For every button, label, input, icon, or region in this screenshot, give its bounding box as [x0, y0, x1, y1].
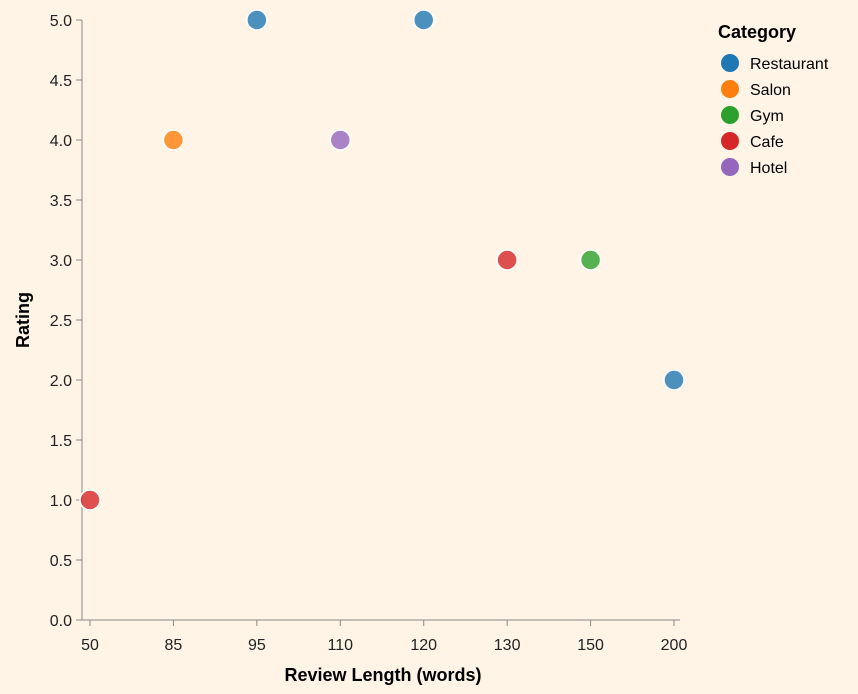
legend-swatch-hotel	[721, 158, 739, 176]
y-tick-label: 4.0	[50, 133, 72, 150]
y-tick-label: 0.5	[50, 553, 72, 570]
data-point-restaurant	[246, 9, 268, 31]
legend-label-gym: Gym	[750, 108, 784, 125]
y-tick-label: 5.0	[50, 13, 72, 30]
y-tick-label: 2.0	[50, 373, 72, 390]
y-tick-label: 0.0	[50, 613, 72, 630]
data-point-hotel	[329, 129, 352, 151]
x-axis-title: Review Length (words)	[284, 665, 481, 685]
x-tick-label: 110	[328, 637, 354, 654]
legend-label-cafe: Cafe	[750, 134, 784, 151]
y-tick-label: 2.5	[50, 313, 72, 330]
x-tick-label: 95	[248, 637, 266, 654]
y-axis: 0.0 0.5 1.0 1.5 2.0 2.5 3.0 3.5 4.0 4.5 5.0	[50, 13, 83, 630]
data-point-cafe	[496, 249, 518, 271]
data-point-salon	[162, 129, 185, 151]
x-tick-label: 130	[494, 637, 521, 654]
x-tick-label: 120	[410, 637, 437, 654]
data-point-restaurant	[412, 9, 435, 31]
y-tick-label: 1.5	[50, 433, 72, 450]
y-tick-label: 1.0	[50, 493, 72, 510]
y-axis-title: Rating	[13, 292, 33, 348]
legend-label-restaurant: Restaurant	[750, 56, 829, 73]
legend-swatch-cafe	[721, 132, 739, 150]
y-tick-label: 3.0	[50, 253, 72, 270]
legend: Category Restaurant Salon Gym Cafe Hotel	[718, 22, 829, 177]
data-point-cafe	[79, 489, 101, 511]
data-points	[79, 9, 685, 511]
data-point-restaurant	[663, 369, 685, 391]
x-tick-label: 200	[661, 637, 688, 654]
data-point-gym	[579, 249, 602, 271]
y-tick-label: 3.5	[50, 193, 72, 210]
legend-swatch-restaurant	[721, 54, 739, 72]
legend-label-hotel: Hotel	[750, 160, 787, 177]
legend-label-salon: Salon	[750, 82, 791, 99]
legend-swatch-gym	[721, 106, 739, 124]
x-tick-label: 150	[577, 637, 604, 654]
x-tick-label: 50	[81, 637, 99, 654]
legend-title: Category	[718, 22, 796, 42]
y-tick-label: 4.5	[50, 73, 72, 90]
x-tick-label: 85	[165, 637, 183, 654]
x-axis: 50 85 95 110 120 130 150 200	[81, 619, 688, 654]
legend-swatch-salon	[721, 80, 739, 98]
